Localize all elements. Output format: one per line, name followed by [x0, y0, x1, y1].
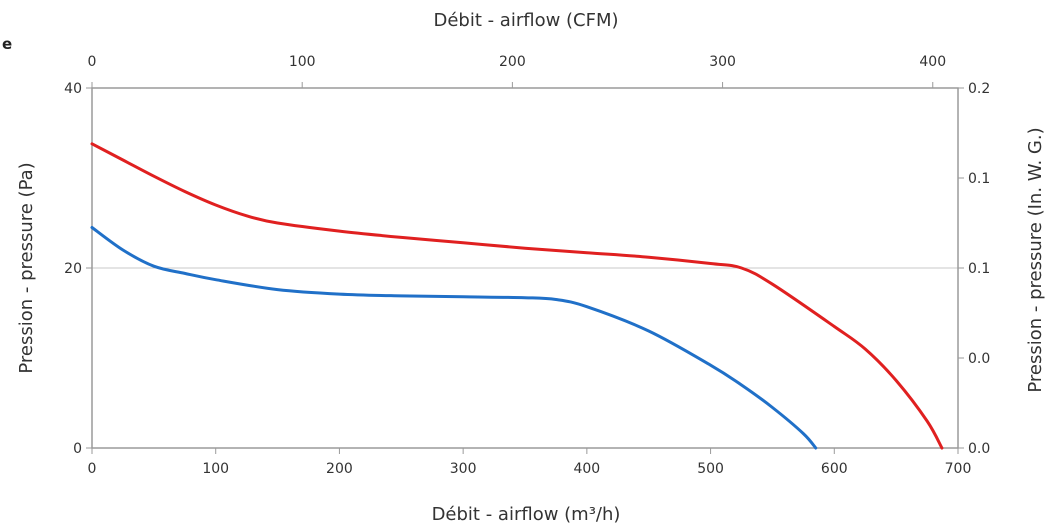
top-tick-label: 200: [499, 54, 526, 70]
y-tick-label: 0: [73, 441, 82, 457]
x-axis-title-top: Débit - airflow (CFM): [433, 10, 618, 31]
top-tick-label: 400: [919, 54, 946, 70]
y-axis-title-left: Pression - pressure (Pa): [16, 162, 37, 373]
y-axis-title-right: Pression - pressure (In. W. G.): [1025, 127, 1046, 392]
y-tick-label: 40: [64, 81, 82, 97]
top-tick-label: 100: [289, 54, 316, 70]
x-tick-label: 600: [821, 461, 848, 477]
series-group: [90, 142, 944, 450]
right-tick-label: 0.1: [968, 171, 990, 187]
x-tick-label: 400: [573, 461, 600, 477]
series-line-1: [90, 142, 944, 450]
series-line-2: [90, 226, 818, 450]
x-tick-label: 500: [697, 461, 724, 477]
x-tick-label: 0: [88, 461, 97, 477]
top-tick-label: 300: [709, 54, 736, 70]
right-tick-label: 0.2: [968, 81, 990, 97]
right-tick-label: 0.0: [968, 351, 990, 367]
right-tick-label: 0.1: [968, 261, 990, 277]
x-tick-label: 100: [202, 461, 229, 477]
x-axis-title-bottom: Débit - airflow (m³/h): [432, 504, 621, 525]
right-tick-label: 0.0: [968, 441, 990, 457]
corner-label: e: [2, 35, 12, 53]
top-tick-label: 0: [88, 54, 97, 70]
x-tick-label: 300: [450, 461, 477, 477]
x-tick-label: 200: [326, 461, 353, 477]
y-tick-label: 20: [64, 261, 82, 277]
x-tick-label: 700: [945, 461, 972, 477]
